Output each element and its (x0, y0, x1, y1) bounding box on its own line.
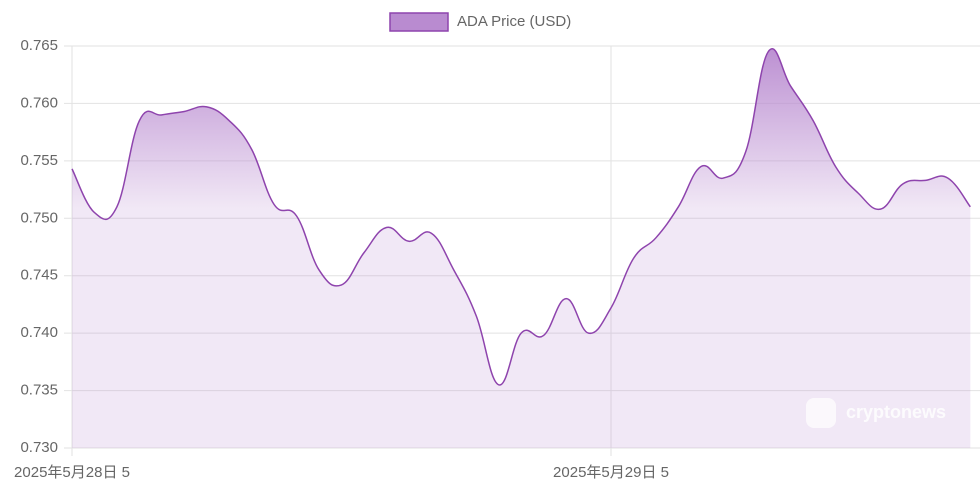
x-tick-label: 2025年5月29日 5 (553, 464, 669, 481)
y-tick-label: 0.745 (20, 267, 58, 284)
watermark-logo (806, 398, 836, 428)
y-tick-label: 0.765 (20, 37, 58, 54)
y-tick-label: 0.750 (20, 209, 58, 226)
y-tick-label: 0.730 (20, 439, 58, 456)
legend-swatch (389, 12, 449, 32)
y-tick-label: 0.760 (20, 94, 58, 111)
y-tick-label: 0.755 (20, 152, 58, 169)
y-tick-label: 0.735 (20, 382, 58, 399)
y-tick-label: 0.740 (20, 324, 58, 341)
area-fill (72, 48, 971, 449)
legend-label: ADA Price (USD) (457, 13, 571, 30)
price-line (71, 48, 971, 386)
watermark: cryptonews (846, 402, 946, 422)
x-tick-label: 2025年5月28日 5 (14, 464, 130, 481)
